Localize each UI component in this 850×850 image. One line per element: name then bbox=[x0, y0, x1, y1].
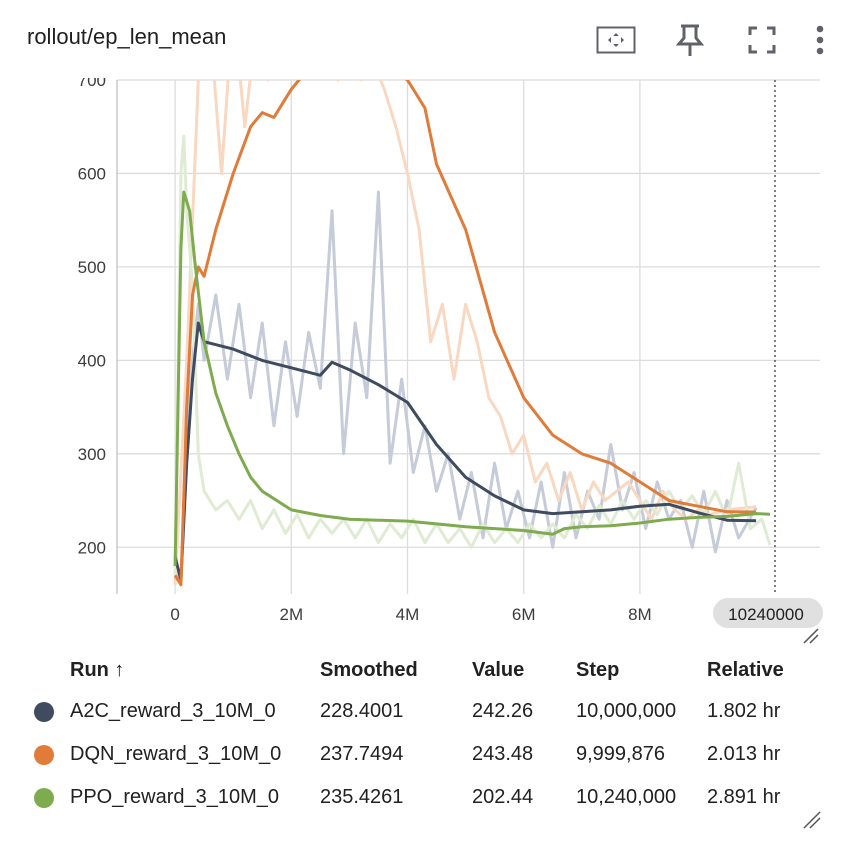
runs-table: Run ↑ Smoothed Value Step Relative A2C_r… bbox=[22, 650, 827, 819]
table-row: A2C_reward_3_10M_0 228.4001 242.26 10,00… bbox=[22, 690, 827, 733]
runs-table-header: Run ↑ Smoothed Value Step Relative bbox=[22, 650, 827, 690]
x-tick-label: 6M bbox=[512, 605, 536, 624]
step: 10,000,000 bbox=[576, 700, 677, 722]
smoothed-value: 235.4261 bbox=[320, 786, 404, 808]
run-name: A2C_reward_3_10M_0 bbox=[70, 700, 276, 722]
relative-time: 1.802 hr bbox=[707, 700, 781, 722]
x-tick-label: 8M bbox=[628, 605, 652, 624]
value: 242.26 bbox=[472, 700, 534, 722]
more-options-button[interactable] bbox=[798, 20, 842, 60]
y-tick-label: 600 bbox=[78, 164, 106, 183]
y-tick-label: 500 bbox=[78, 258, 106, 277]
relative-time: 2.891 hr bbox=[707, 786, 781, 808]
raw-line-DQN_reward_3_10M_0 bbox=[173, 80, 757, 585]
y-tick-label: 400 bbox=[78, 351, 106, 370]
x-tick-label: 2M bbox=[279, 605, 303, 624]
relative-column-header[interactable]: Relative bbox=[707, 658, 784, 681]
x-tick-label: 4M bbox=[396, 605, 420, 624]
raw-line-PPO_reward_3_10M_0 bbox=[173, 134, 772, 576]
table-row: PPO_reward_3_10M_0 235.4261 202.44 10,24… bbox=[22, 776, 827, 819]
raw-line-A2C_reward_3_10M_0 bbox=[173, 190, 758, 587]
step: 9,999,876 bbox=[576, 743, 665, 765]
y-axis-ticks: 200 300 400 500 600 700 bbox=[78, 78, 106, 557]
plot-area bbox=[173, 78, 772, 587]
value: 243.48 bbox=[472, 743, 534, 765]
chart-resize-icon[interactable] bbox=[803, 628, 819, 644]
pin-icon bbox=[676, 24, 704, 56]
run-color-dot bbox=[34, 744, 54, 765]
run-column-header[interactable]: Run ↑ bbox=[70, 658, 125, 681]
y-tick-label: 700 bbox=[78, 78, 106, 90]
hover-step-label: 10240000 bbox=[728, 605, 804, 624]
y-tick-label: 200 bbox=[78, 538, 106, 557]
x-axis-ticks: 0 2M 4M 6M 8M bbox=[170, 605, 651, 624]
hover-step-badge: 10240000 bbox=[713, 598, 823, 628]
run-color-cell bbox=[22, 776, 70, 819]
smoothed-value: 237.7494 bbox=[320, 743, 404, 765]
relative-time: 2.013 hr bbox=[707, 743, 781, 765]
run-name: DQN_reward_3_10M_0 bbox=[70, 743, 282, 765]
run-color-dot bbox=[34, 787, 54, 808]
x-tick-label: 0 bbox=[170, 605, 179, 624]
more-vert-icon bbox=[816, 25, 824, 55]
fit-to-data-icon bbox=[596, 26, 636, 54]
run-color-cell bbox=[22, 733, 70, 776]
smoothed-line-A2C_reward_3_10M_0[interactable] bbox=[173, 321, 757, 582]
run-color-dot bbox=[34, 701, 54, 722]
line-chart[interactable]: 200 300 400 500 600 700 0 2M 4M 6M 8M 10240000 bbox=[0, 78, 850, 648]
fullscreen-icon bbox=[748, 26, 776, 54]
chart-title: rollout/ep_len_mean bbox=[27, 24, 227, 49]
value: 202.44 bbox=[472, 786, 534, 808]
smoothed-value: 228.4001 bbox=[320, 700, 404, 722]
fullscreen-button[interactable] bbox=[740, 20, 784, 60]
smoothed-line-DQN_reward_3_10M_0[interactable] bbox=[173, 78, 757, 587]
pin-button[interactable] bbox=[668, 20, 712, 60]
table-row: DQN_reward_3_10M_0 237.7494 243.48 9,999… bbox=[22, 733, 827, 776]
value-column-header[interactable]: Value bbox=[472, 658, 525, 681]
card-toolbar bbox=[550, 18, 850, 62]
table-resize-icon[interactable] bbox=[800, 808, 824, 832]
run-color-cell bbox=[22, 690, 70, 733]
color-column-header bbox=[22, 650, 70, 690]
y-tick-label: 300 bbox=[78, 445, 106, 464]
smoothed-line-PPO_reward_3_10M_0[interactable] bbox=[173, 190, 771, 567]
step-column-header[interactable]: Step bbox=[576, 658, 620, 681]
run-name: PPO_reward_3_10M_0 bbox=[70, 786, 280, 808]
step: 10,240,000 bbox=[576, 786, 677, 808]
smoothed-column-header[interactable]: Smoothed bbox=[320, 658, 418, 681]
fit-to-data-button[interactable] bbox=[594, 20, 638, 60]
